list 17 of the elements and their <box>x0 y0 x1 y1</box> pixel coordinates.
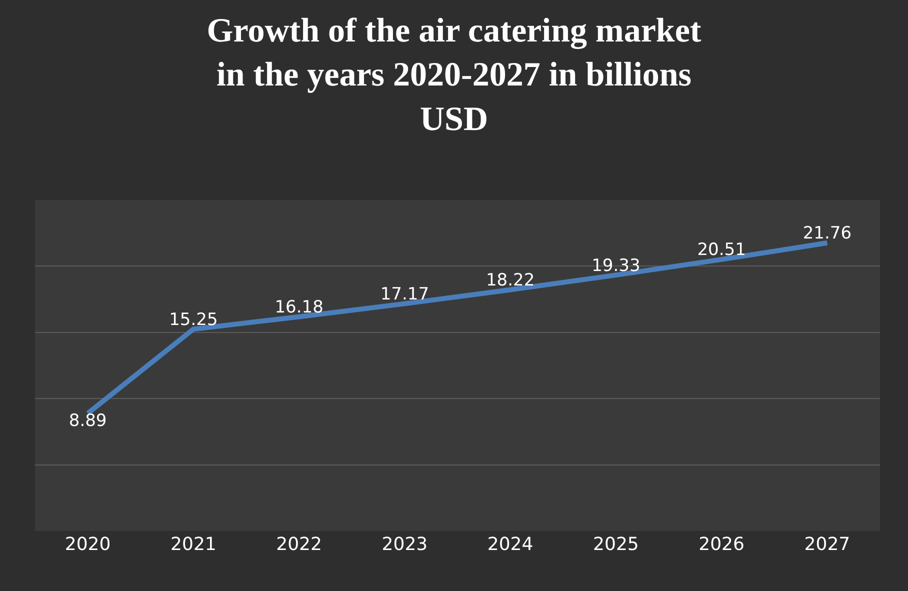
data-label: 16.18 <box>274 298 324 318</box>
data-label: 17.17 <box>380 284 430 304</box>
data-label: 8.89 <box>68 411 107 432</box>
x-tick-label: 2023 <box>382 534 428 555</box>
data-label: 19.33 <box>592 256 640 276</box>
data-label: 18.22 <box>486 270 535 291</box>
data-label: 20.51 <box>697 240 746 260</box>
chart-title: Growth of the air catering market in the years 2020-2027 in billions USD <box>206 12 702 138</box>
data-label: 15.25 <box>169 310 218 330</box>
x-tick-label: 2027 <box>804 534 850 555</box>
x-tick-label: 2024 <box>487 534 534 555</box>
x-tick-label: 2025 <box>593 534 639 555</box>
data-label: 21.76 <box>802 224 852 244</box>
x-tick-label: 2022 <box>276 534 322 555</box>
x-tick-label: 2026 <box>698 534 744 555</box>
x-tick-label: 2020 <box>64 534 111 555</box>
x-tick-label: 2021 <box>170 534 216 555</box>
